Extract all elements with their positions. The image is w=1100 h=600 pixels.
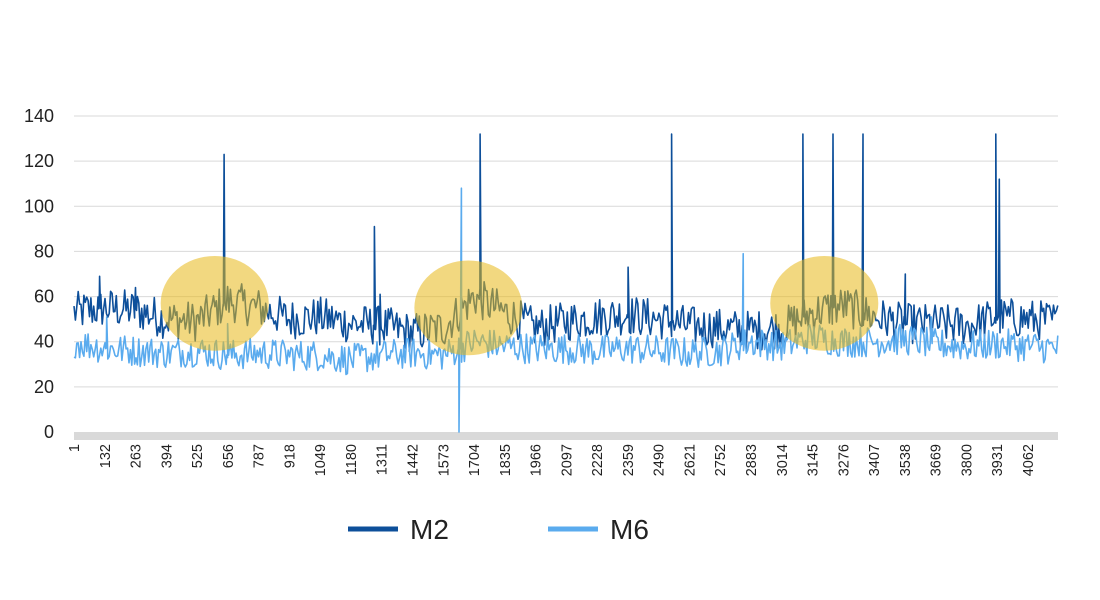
x-tick-label: 2228 (590, 444, 606, 476)
x-tick-label: 3407 (867, 444, 883, 476)
x-tick-label: 1180 (344, 444, 360, 475)
x-tick-label: 132 (98, 444, 114, 468)
x-axis-ticks: 1 132 263 394 525 656 787 918 1049 1180 1311 1442 15… (67, 444, 1037, 476)
legend-label-m2: M2 (410, 514, 449, 545)
y-axis-ticks: 0 20 40 60 80 100 120 140 (24, 106, 54, 442)
x-tick-label: 2752 (713, 444, 729, 476)
x-tick-label: 3276 (836, 444, 852, 476)
highlight-ellipse (414, 260, 523, 356)
x-tick-label: 1966 (529, 444, 545, 476)
x-tick-label: 3538 (898, 444, 914, 476)
x-tick-label: 2359 (621, 444, 637, 476)
highlight-ellipse (770, 255, 879, 351)
highlight-ellipse (160, 255, 269, 351)
x-tick-label: 2883 (744, 444, 760, 476)
legend-label-m6: M6 (610, 514, 649, 545)
y-tick-label: 100 (24, 196, 54, 216)
x-tick-label: 1835 (498, 444, 514, 476)
x-axis-band (74, 432, 1058, 440)
x-tick-label: 787 (252, 444, 268, 468)
x-axis (74, 432, 1058, 440)
x-tick-label: 525 (190, 444, 206, 468)
x-tick-label: 1442 (405, 444, 421, 476)
x-tick-label: 2621 (682, 444, 698, 476)
x-tick-label: 656 (221, 444, 237, 468)
x-tick-label: 2490 (652, 444, 668, 476)
y-tick-label: 20 (34, 377, 54, 397)
legend: M2 M6 (348, 514, 649, 545)
x-tick-label: 263 (129, 444, 145, 468)
x-tick-label: 3145 (806, 444, 822, 476)
x-tick-label: 3014 (775, 444, 791, 476)
x-tick-label: 1573 (436, 444, 452, 476)
y-tick-label: 60 (34, 287, 54, 307)
y-tick-label: 40 (34, 332, 54, 352)
x-tick-label: 4062 (1021, 444, 1037, 476)
x-tick-label: 1311 (375, 444, 391, 475)
y-tick-label: 80 (34, 241, 54, 261)
x-tick-label: 2097 (559, 444, 575, 476)
y-tick-label: 0 (44, 422, 54, 442)
x-tick-label: 3931 (990, 444, 1006, 476)
y-tick-label: 120 (24, 151, 54, 171)
x-tick-label: 1049 (313, 444, 329, 476)
x-tick-label: 3800 (959, 444, 975, 476)
x-tick-label: 918 (282, 444, 298, 468)
y-tick-label: 140 (24, 106, 54, 126)
x-tick-label: 3669 (929, 444, 945, 476)
x-tick-label: 1 (67, 444, 83, 452)
highlight-ellipses (160, 255, 879, 356)
x-tick-label: 1704 (467, 444, 483, 476)
x-tick-label: 394 (159, 444, 175, 468)
